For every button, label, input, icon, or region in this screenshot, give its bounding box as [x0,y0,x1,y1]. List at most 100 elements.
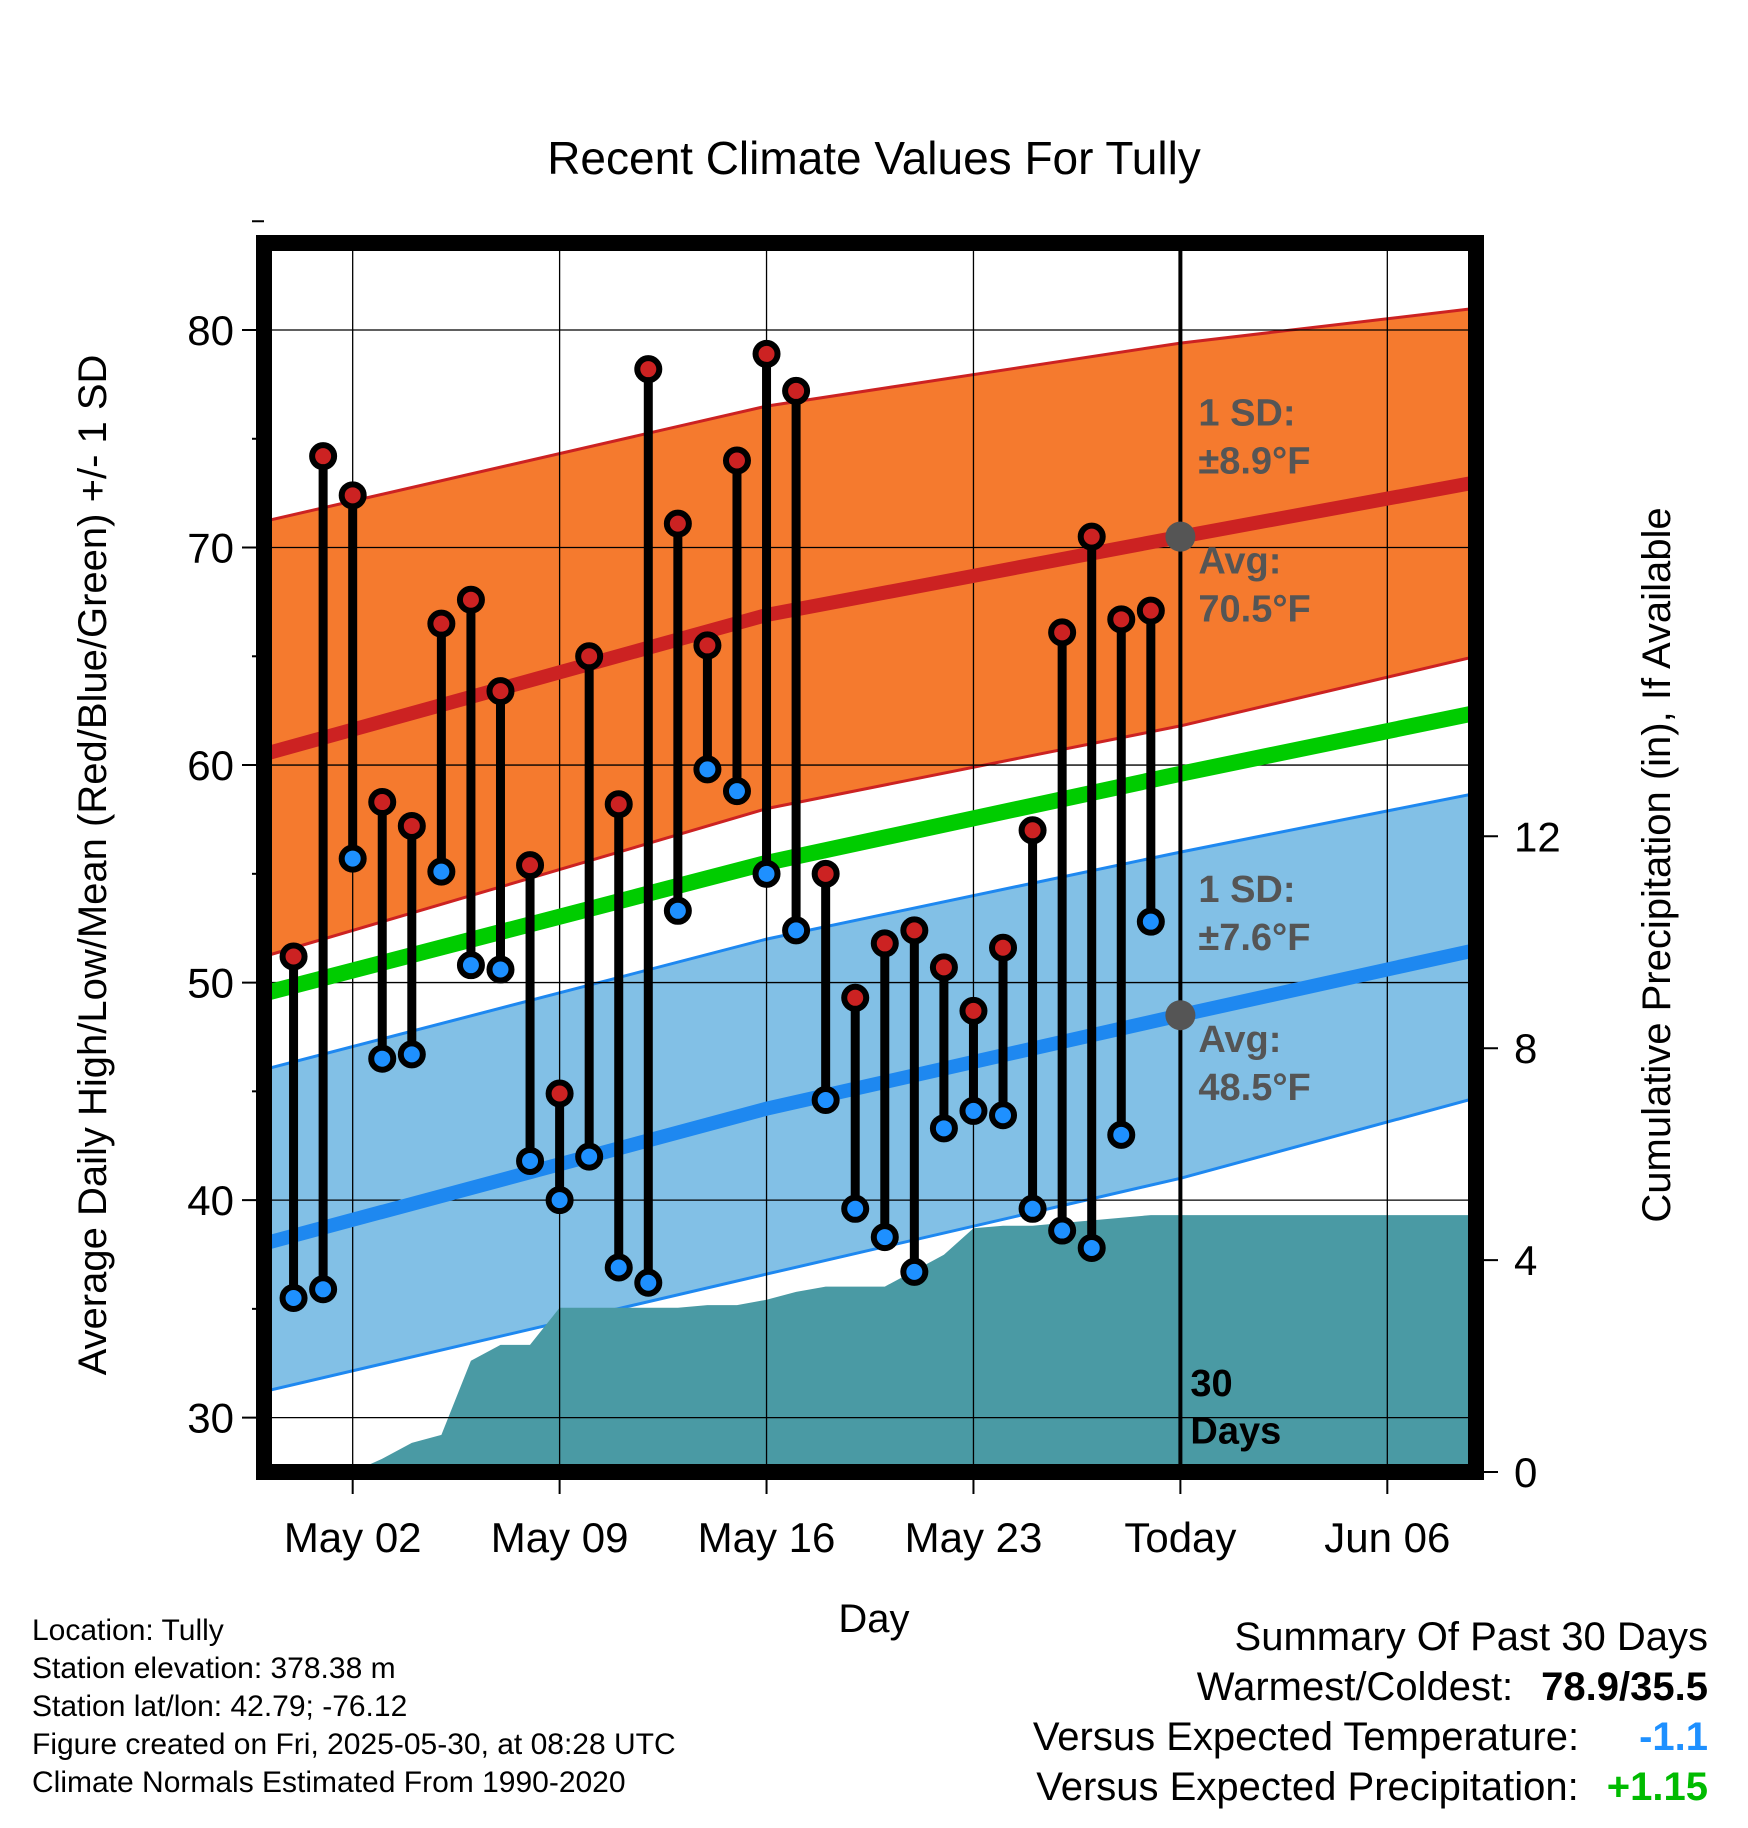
axes: 30 40 50 60 70 80 0 4 8 12 May 02 May 09 May 16 May 2… [187,220,1561,1561]
daily-high-point [752,339,781,368]
daily-low-point [575,1142,604,1171]
daily-low-point [1048,1216,1077,1245]
daily-low-point [870,1223,899,1252]
low-sd-label: 1 SD: [1198,869,1295,911]
summary-panel: Summary Of Past 30 Days Warmest/Coldest:… [1033,1612,1708,1812]
daily-high-point [456,585,485,614]
high-average-line [264,475,1476,761]
summary-precip-row: Versus Expected Precipitation: +1.15 [1033,1762,1708,1812]
temp-value: -1.1 [1639,1715,1708,1759]
today-low-average-marker [1165,1000,1196,1031]
x-tick-label: May 09 [491,1514,629,1561]
station-info: Location: Tully Station elevation: 378.3… [32,1612,676,1802]
latlon-text: Station lat/lon: 42.79; -76.12 [32,1690,408,1723]
daily-high-point [1077,522,1106,551]
daily-high-point [1107,605,1136,634]
daily-low-point [841,1194,870,1223]
y-tick-label: 40 [187,1177,234,1224]
daily-high-point [989,933,1018,962]
daily-low-point [338,844,367,873]
daily-low-point [309,1275,338,1304]
x-tick-label: Jun 06 [1324,1514,1450,1561]
daily-high-point [368,788,397,817]
daily-low-point [604,1253,633,1282]
temp-label: Versus Expected Temperature: [1032,1715,1580,1759]
daily-high-point [959,996,988,1025]
y2-tick-label: 8 [1514,1025,1537,1072]
daily-high-point [575,642,604,671]
daily-low-point [929,1114,958,1143]
daily-low-point [1018,1194,1047,1223]
y2-axis-label: Cumulative Precipitation (in), If Availa… [1635,507,1679,1222]
high-sd-band [264,308,1476,957]
created-text: Figure created on Fri, 2025-05-30, at 08… [32,1728,676,1761]
daily-low-point [397,1040,426,1069]
warmest-value: 78.9/35.5 [1541,1665,1708,1709]
daily-high-point [663,509,692,538]
high-avg-value: 70.5°F [1198,588,1310,630]
low-sd-value: ±7.6°F [1198,917,1310,959]
daily-high-point [309,442,338,471]
daily-low-point [368,1044,397,1073]
warmest-label: Warmest/Coldest: [1196,1665,1514,1709]
summary-heading: Summary Of Past 30 Days [1234,1615,1708,1659]
daily-low-point [1077,1233,1106,1262]
y2-tick-label: 0 [1514,1449,1537,1496]
days-word: Days [1190,1411,1281,1453]
daily-high-point [1018,816,1047,845]
daily-low-point [634,1268,663,1297]
daily-high-point [782,376,811,405]
y2-tick-label: 4 [1514,1237,1537,1284]
daily-low-point [1136,907,1165,936]
daily-high-point [486,677,515,706]
daily-low-point [456,951,485,980]
daily-high-point [870,929,899,958]
daily-low-point [486,955,515,984]
daily-low-point [516,1146,545,1175]
y2-tick-label: 12 [1514,813,1561,860]
normals-text: Climate Normals Estimated From 1990-2020 [32,1766,626,1799]
daily-high-point [811,859,840,888]
daily-high-point [693,631,722,660]
y-axis-label: Average Daily High/Low/Mean (Red/Blue/Gr… [71,355,115,1376]
x-tick-label: May 02 [284,1514,422,1561]
chart-title: Recent Climate Values For Tully [547,132,1201,184]
plot-clip-group [264,243,1476,1472]
daily-high-point [900,916,929,945]
high-avg-label: Avg: [1198,541,1281,583]
x-tick-label: Today [1124,1514,1236,1561]
high-sd-label: 1 SD: [1198,393,1295,435]
daily-low-point [663,896,692,925]
mean-average-line [264,704,1476,1002]
summary-temp-row: Versus Expected Temperature: -1.1 [1033,1712,1708,1762]
low-avg-label: Avg: [1198,1019,1281,1061]
plot-frame [256,235,1484,1480]
daily-high-point [545,1079,574,1108]
daily-low-point [959,1096,988,1125]
x-tick-label: May 23 [905,1514,1043,1561]
daily-low-point [782,916,811,945]
plot-area: 1 SD: ±8.9°F Avg: 70.5°F 1 SD: ±7.6°F Avg: 48.5… [264,243,1476,1472]
daily-low-point [545,1186,574,1215]
low-avg-value: 48.5°F [1198,1067,1310,1109]
y-tick-label: 30 [187,1395,234,1442]
daily-high-point [604,790,633,819]
y-tick-label: 50 [187,960,234,1007]
high-sd-value: ±8.9°F [1198,441,1310,483]
daily-high-point [634,355,663,384]
y-tick-label: 70 [187,525,234,572]
y-tick-label: 80 [187,307,234,354]
daily-high-point [841,983,870,1012]
daily-low-point [693,755,722,784]
daily-high-point [516,851,545,880]
today-high-average-marker [1165,521,1196,552]
daily-low-point [989,1101,1018,1130]
precip-label: Versus Expected Precipitation: [1036,1765,1579,1809]
elevation-text: Station elevation: 378.38 m [32,1652,396,1685]
daily-high-point [1136,596,1165,625]
precip-value: +1.15 [1606,1765,1708,1809]
daily-high-point [279,942,308,971]
daily-low-point [427,857,456,886]
daily-high-point [1048,618,1077,647]
